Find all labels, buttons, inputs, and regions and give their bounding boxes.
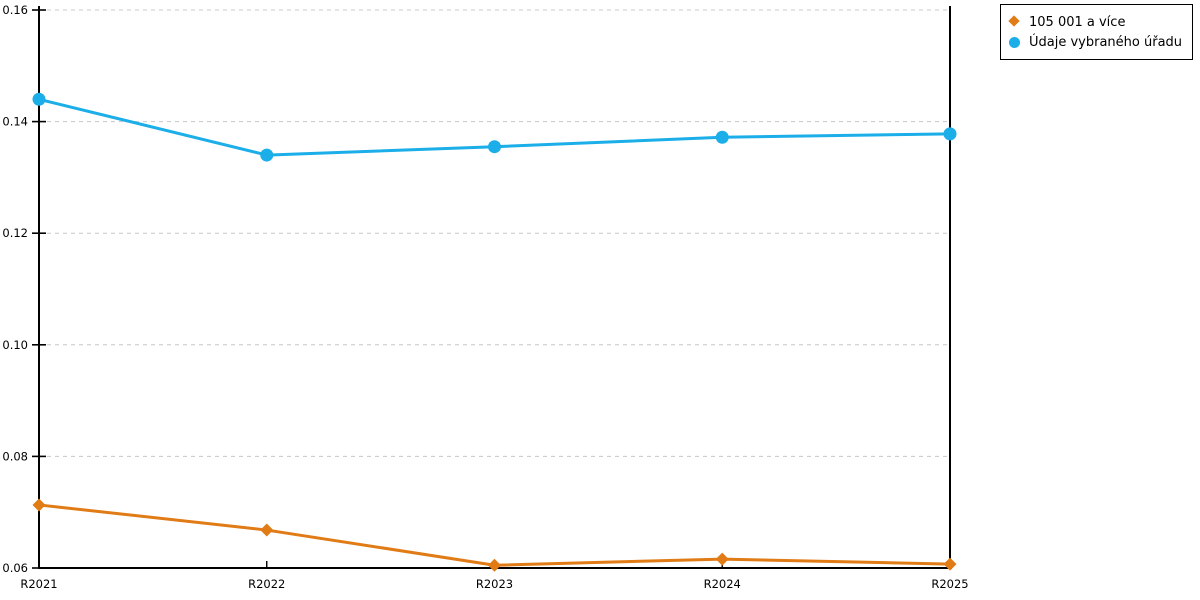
x-axis-tick-label: R2021 [20, 577, 57, 591]
y-axis-tick-label: 0.06 [2, 561, 28, 575]
diamond-marker-icon [1008, 14, 1022, 29]
data-point-marker[interactable] [488, 140, 501, 154]
chart-legend: 105 001 a více Údaje vybraného úřadu [1000, 4, 1194, 60]
data-point-marker[interactable] [943, 557, 957, 571]
x-axis-tick-label: R2022 [248, 577, 285, 591]
data-point-marker[interactable] [715, 130, 729, 144]
y-axis-tick-label: 0.14 [2, 115, 28, 129]
axis-ticks-group [32, 9, 951, 569]
legend-item-1[interactable]: Údaje vybraného úřadu [1009, 32, 1182, 52]
x-axis-labels-group: R2021 R2022 R2023 R2024 R2025 [20, 577, 968, 591]
y-axis-tick-label: 0.16 [2, 3, 28, 17]
legend-item-label: 105 001 a více [1029, 14, 1126, 30]
axes-group [38, 6, 952, 569]
data-point-marker[interactable] [32, 92, 46, 106]
y-axis-tick-label: 0.10 [2, 338, 28, 352]
data-point-marker[interactable] [943, 127, 957, 141]
x-axis-tick-label: R2024 [704, 577, 741, 591]
series-line-0 [37, 503, 952, 567]
legend-item-0[interactable]: 105 001 a více [1008, 12, 1182, 32]
y-axis-tick-label: 0.12 [2, 226, 28, 240]
x-axis-tick-label: R2023 [476, 577, 513, 591]
x-axis-tick-label: R2025 [931, 577, 968, 591]
data-point-marker[interactable] [32, 498, 46, 512]
legend-item-label: Údaje vybraného úřadu [1029, 34, 1183, 50]
circle-marker-icon [1009, 36, 1022, 49]
data-point-marker[interactable] [260, 523, 274, 537]
data-series-group [32, 92, 957, 572]
gridlines-group [39, 9, 950, 569]
data-point-marker[interactable] [488, 558, 501, 572]
data-point-marker[interactable] [260, 148, 274, 162]
data-point-marker[interactable] [715, 552, 729, 566]
y-axis-labels-group: 0.06 0.08 0.10 0.12 0.14 0.16 [2, 3, 28, 575]
y-axis-tick-label: 0.08 [2, 449, 28, 463]
